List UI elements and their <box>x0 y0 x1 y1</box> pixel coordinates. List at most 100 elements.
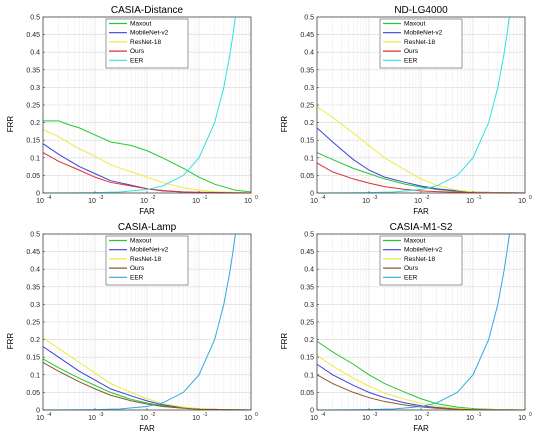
y-tick-label: 0.3 <box>304 302 314 309</box>
x-tick-label: 10 <box>310 415 318 422</box>
chart-panel-casia-m1-s2: 00.050.10.150.20.250.30.350.40.450.510 -4… <box>280 222 532 433</box>
x-tick-label: 10 <box>244 415 252 422</box>
series-line-resnet-18 <box>42 337 252 411</box>
x-tick-exponent: -2 <box>151 412 156 418</box>
legend-entry-ours: Ours <box>130 265 145 272</box>
x-tick-exponent: -4 <box>321 195 326 201</box>
legend-entry-maxout: Maxout <box>404 238 426 245</box>
legend: Maxout MobileNet-v2 ResNet-18 Ours EER <box>105 18 189 69</box>
y-tick-label: 0.5 <box>304 232 314 239</box>
x-tick-label: 10 <box>140 198 148 205</box>
x-tick-label: 10 <box>88 198 96 205</box>
x-axis-label: FAR <box>413 424 429 433</box>
series-line-resnet-18 <box>42 129 252 194</box>
x-tick-exponent: -2 <box>151 195 156 201</box>
legend-entry-resnet-18: ResNet-18 <box>130 256 161 263</box>
legend-entry-resnet-18: ResNet-18 <box>404 39 435 46</box>
x-tick-exponent: -3 <box>99 195 104 201</box>
x-tick-exponent: -1 <box>203 195 208 201</box>
x-tick-exponent: 0 <box>529 412 532 418</box>
x-axis-label: FAR <box>413 207 429 216</box>
x-tick-label: 10 <box>192 198 200 205</box>
y-tick-label: 0.15 <box>300 138 314 145</box>
legend-entry-eer: EER <box>404 274 418 281</box>
legend-entry-ours: Ours <box>130 48 145 55</box>
x-tick-exponent: -1 <box>477 412 482 418</box>
x-tick-exponent: -4 <box>47 195 52 201</box>
y-tick-label: 0.05 <box>300 173 314 180</box>
y-tick-label: 0 <box>310 191 314 198</box>
x-tick-label: 10 <box>140 415 148 422</box>
y-tick-label: 0.4 <box>304 50 314 57</box>
legend-entry-eer: EER <box>130 57 144 64</box>
series-line-maxout <box>43 120 252 193</box>
x-tick-exponent: -1 <box>203 412 208 418</box>
legend-entry-mobilenet-v2: MobileNet-v2 <box>404 247 443 254</box>
y-tick-label: 0.4 <box>30 50 40 57</box>
legend-entry-resnet-18: ResNet-18 <box>404 256 435 263</box>
y-tick-label: 0.2 <box>304 337 314 344</box>
y-tick-label: 0 <box>36 191 40 198</box>
y-tick-label: 0.45 <box>26 249 40 256</box>
y-tick-label: 0.45 <box>26 32 40 39</box>
x-tick-exponent: -4 <box>321 412 326 418</box>
x-axis-label: FAR <box>139 424 155 433</box>
legend-entry-eer: EER <box>130 274 144 281</box>
y-tick-label: 0.2 <box>30 337 40 344</box>
series-line-ours <box>316 162 526 194</box>
chart-title: CASIA-M1-S2 <box>390 222 453 233</box>
y-tick-label: 0.35 <box>26 284 40 291</box>
y-tick-label: 0.4 <box>30 267 40 274</box>
x-tick-label: 10 <box>518 198 526 205</box>
legend-entry-eer: EER <box>404 57 418 64</box>
y-tick-label: 0.45 <box>300 249 314 256</box>
y-axis-label: FRR <box>280 116 289 133</box>
y-tick-label: 0.3 <box>30 85 40 92</box>
x-tick-label: 10 <box>88 415 96 422</box>
legend-entry-ours: Ours <box>404 48 419 55</box>
y-tick-label: 0.5 <box>30 15 40 22</box>
chart-title: ND-LG4000 <box>394 5 448 16</box>
y-axis-label: FRR <box>280 333 289 350</box>
y-tick-label: 0.25 <box>26 320 40 327</box>
legend-entry-mobilenet-v2: MobileNet-v2 <box>130 247 169 254</box>
x-tick-label: 10 <box>518 415 526 422</box>
y-tick-label: 0.25 <box>300 320 314 327</box>
y-tick-label: 0.05 <box>26 173 40 180</box>
x-tick-exponent: -2 <box>425 412 430 418</box>
x-tick-label: 10 <box>466 198 474 205</box>
y-tick-label: 0.3 <box>30 302 40 309</box>
x-tick-exponent: -3 <box>373 412 378 418</box>
legend-entry-resnet-18: ResNet-18 <box>130 39 161 46</box>
legend-entry-mobilenet-v2: MobileNet-v2 <box>130 30 169 37</box>
chart-panel-casia-distance: 00.050.10.150.20.250.30.350.40.450.510 -4… <box>6 5 258 216</box>
chart-title: CASIA-Distance <box>111 5 184 16</box>
x-tick-label: 10 <box>244 198 252 205</box>
y-tick-label: 0.5 <box>304 15 314 22</box>
x-tick-label: 10 <box>414 415 422 422</box>
chart-title: CASIA-Lamp <box>118 222 177 233</box>
x-tick-label: 10 <box>466 415 474 422</box>
legend: Maxout MobileNet-v2 ResNet-18 Ours EER <box>379 235 463 286</box>
legend-entry-maxout: Maxout <box>404 21 426 28</box>
y-tick-label: 0.05 <box>26 390 40 397</box>
x-tick-exponent: -4 <box>47 412 52 418</box>
y-tick-label: 0.35 <box>300 67 314 74</box>
x-tick-exponent: -3 <box>99 412 104 418</box>
x-tick-exponent: -2 <box>425 195 430 201</box>
y-tick-label: 0.1 <box>30 155 40 162</box>
x-tick-label: 10 <box>36 415 44 422</box>
x-tick-exponent: 0 <box>255 412 258 418</box>
x-tick-label: 10 <box>192 415 200 422</box>
y-axis-label: FRR <box>6 116 15 133</box>
y-tick-label: 0.25 <box>26 103 40 110</box>
x-tick-exponent: 0 <box>255 195 258 201</box>
x-axis-label: FAR <box>139 207 155 216</box>
y-tick-label: 0.05 <box>300 390 314 397</box>
y-tick-label: 0.2 <box>304 120 314 127</box>
series-line-ours <box>316 374 526 411</box>
series-line-resnet-18 <box>316 106 526 194</box>
legend-entry-ours: Ours <box>404 265 419 272</box>
y-tick-label: 0.25 <box>300 103 314 110</box>
